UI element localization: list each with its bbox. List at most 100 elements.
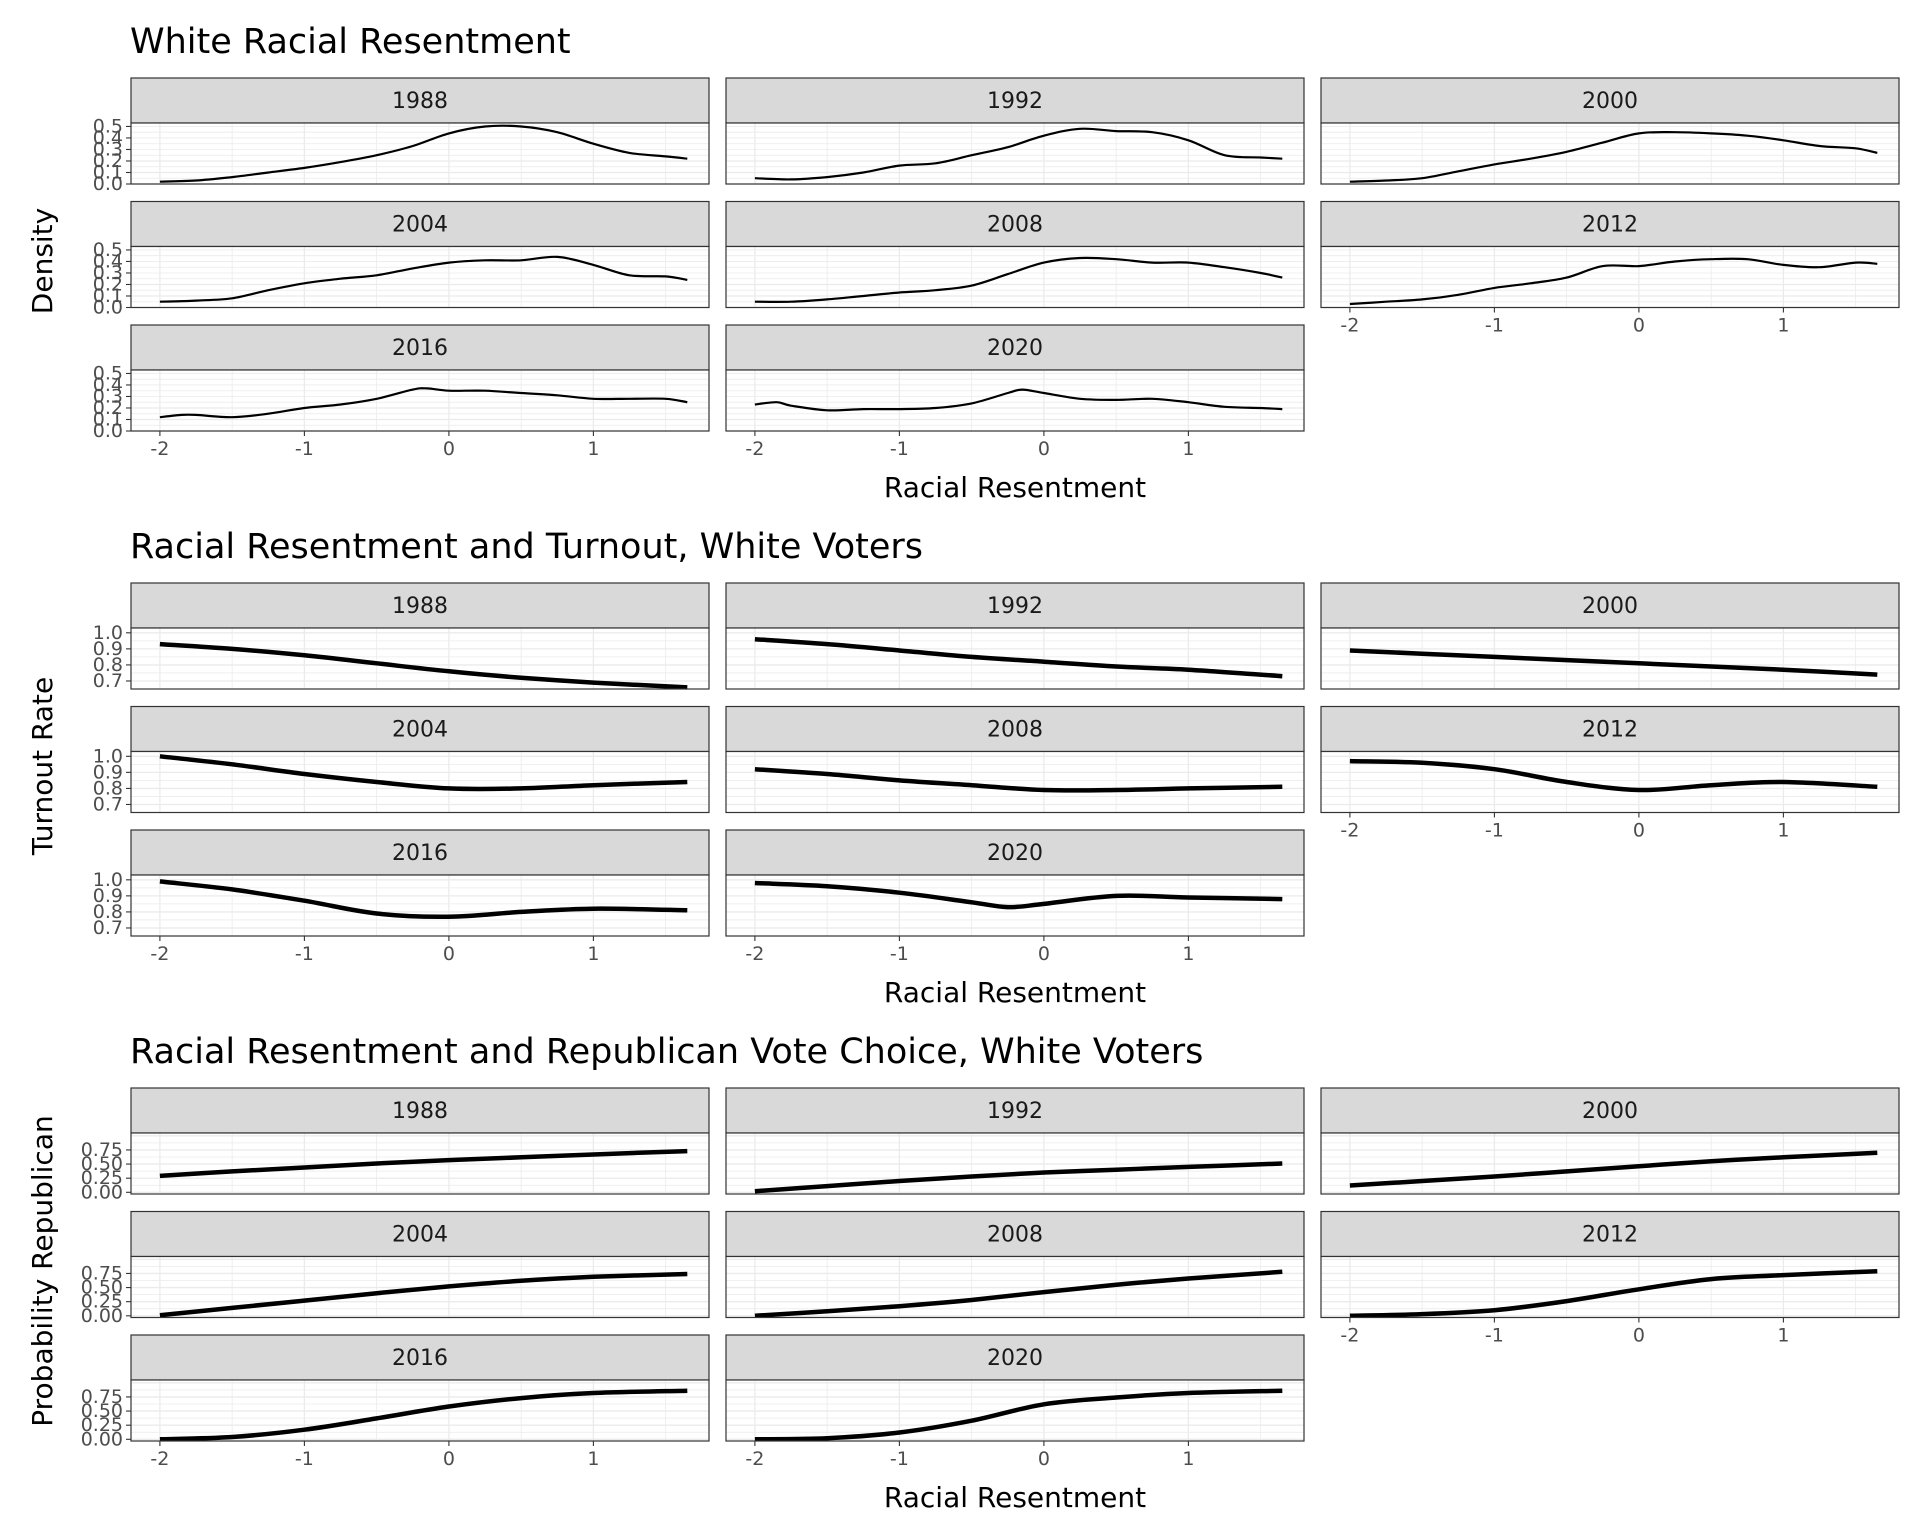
facet-panel-2012: 2012 -2 -1 0 1: [1320, 200, 1900, 337]
facet-strip-label: 2012: [1582, 718, 1638, 743]
series-line-1988: [159, 124, 688, 183]
x-tick-label: 0: [1038, 1448, 1050, 1470]
x-tick-label: -1: [890, 1448, 909, 1470]
x-tick-label: 0: [443, 943, 455, 965]
series-line-2012: [1349, 758, 1878, 793]
facet-panel-2004: 2004 0.000.250.500.75: [81, 1210, 710, 1327]
x-tick-label: 1: [587, 943, 599, 965]
facet-panel-border: [130, 122, 710, 185]
y-tick-label: 0.00: [81, 1181, 123, 1203]
y-axis-title: Probability Republican: [26, 1115, 59, 1427]
chart-title: White Racial Resentment: [130, 22, 571, 62]
facet-panel-border: [130, 245, 710, 309]
facet-strip: [130, 77, 710, 124]
x-tick-label: -1: [1485, 820, 1504, 842]
y-tick-label: 0.75: [81, 1139, 123, 1161]
y-axis-title: Turnout Rate: [26, 677, 59, 856]
x-tick-label: 0: [1633, 315, 1645, 337]
facet-panel-2020: 2020 -2 -1 0 1: [725, 1334, 1305, 1470]
facet-strip-label: 1988: [392, 1099, 448, 1124]
y-axis-title: Density: [26, 208, 59, 314]
y-tick-label: 0.00: [81, 1305, 123, 1327]
gridlines: [131, 875, 709, 936]
facet-panel-border: [725, 750, 1305, 814]
facet-strip-label: 2020: [987, 336, 1043, 361]
x-tick-label: -2: [745, 1448, 764, 1470]
facet-panel-border: [725, 122, 1305, 185]
facet-strip: [725, 77, 1305, 124]
x-tick-label: 1: [1182, 1448, 1194, 1470]
facet-panel-2016: 2016 0.70.80.91.0 -2 -1 0 1: [93, 829, 710, 965]
chart-title: Racial Resentment and Republican Vote Ch…: [130, 1032, 1203, 1072]
facet-panel-2020: 2020 -2 -1 0 1: [725, 829, 1305, 965]
series-line-2020: [754, 388, 1283, 412]
y-tick-label: 0.00: [81, 1428, 123, 1450]
y-tick-label: 0.4: [93, 127, 123, 149]
facet-strip: [725, 1210, 1305, 1258]
gridlines: [1321, 1256, 1899, 1318]
y-tick-label: 0.0: [93, 420, 123, 442]
facet-panel-2020: 2020 -2 -1 0 1: [725, 324, 1305, 460]
facet-strip: [725, 1334, 1305, 1381]
facet-panel-2000: 2000: [1320, 582, 1900, 690]
x-tick-label: -2: [150, 943, 169, 965]
facet-strip-label: 2012: [1582, 1223, 1638, 1248]
facet-strip-label: 2000: [1582, 89, 1638, 114]
y-tick-label: 0.8: [93, 654, 123, 676]
y-tick-label: 0.75: [81, 1386, 123, 1408]
facet-strip-label: 2004: [392, 718, 448, 743]
facet-plot-area: [726, 751, 1304, 813]
facet-panel-2016: 2016 0.000.250.500.75 -2 -1 0 1: [81, 1334, 710, 1470]
y-tick-label: 1.0: [93, 745, 123, 767]
y-tick-label: 0.75: [81, 1262, 123, 1284]
y-tick-label: 0.25: [81, 1167, 123, 1189]
x-tick-label: -2: [1340, 820, 1359, 842]
y-tick-label: 0.5: [93, 362, 123, 384]
x-tick-label: 0: [1038, 438, 1050, 460]
facet-plot-area: [1321, 246, 1899, 308]
facet-plot-area: [1321, 628, 1899, 689]
x-tick-label: -2: [1340, 1325, 1359, 1347]
facet-strip: [1320, 582, 1900, 629]
facet-strip: [1320, 705, 1900, 753]
series-line-2004: [159, 255, 688, 303]
facet-panel-2012: 2012 -2 -1 0 1: [1320, 705, 1900, 842]
gridlines: [131, 1133, 709, 1194]
facet-strip-label: 2020: [987, 841, 1043, 866]
facet-strip-label: 1992: [987, 594, 1043, 619]
x-tick-label: -2: [150, 438, 169, 460]
y-tick-label: 0.0: [93, 173, 123, 195]
y-tick-label: 0.7: [93, 793, 123, 815]
series-line-2016: [159, 387, 688, 419]
facet-strip-label: 1988: [392, 594, 448, 619]
x-tick-label: -2: [745, 943, 764, 965]
facet-panel-border: [130, 750, 710, 814]
x-tick-label: 0: [1633, 820, 1645, 842]
series-line-1992: [754, 1161, 1283, 1194]
facet-panel-border: [130, 369, 710, 432]
x-tick-label: -2: [745, 438, 764, 460]
gridlines: [726, 246, 1304, 309]
gridlines: [131, 628, 709, 689]
y-tick-label: 0.50: [81, 1277, 123, 1299]
x-tick-label: 0: [443, 1448, 455, 1470]
y-tick-label: 0.9: [93, 638, 123, 660]
facet-plot-area: [1321, 123, 1899, 184]
facet-panel-border: [725, 245, 1305, 309]
facet-strip: [725, 582, 1305, 629]
facet-panel-border: [1320, 245, 1900, 309]
y-tick-label: 0.2: [93, 397, 123, 419]
facet-panel-2008: 2008: [725, 1210, 1305, 1319]
y-tick-label: 0.7: [93, 670, 123, 692]
facet-plot-area: [726, 246, 1304, 308]
chart-density: White Racial Resentment Density Racial R…: [26, 22, 1900, 504]
facet-strip-label: 1992: [987, 1099, 1043, 1124]
series-line-2012: [1349, 257, 1878, 306]
facet-panel-1988: 1988 0.000.250.500.75: [81, 1087, 710, 1203]
facet-strip-label: 2020: [987, 1346, 1043, 1371]
x-tick-label: 1: [1182, 943, 1194, 965]
facet-panel-border: [130, 1132, 710, 1195]
y-tick-label: 0.8: [93, 777, 123, 799]
